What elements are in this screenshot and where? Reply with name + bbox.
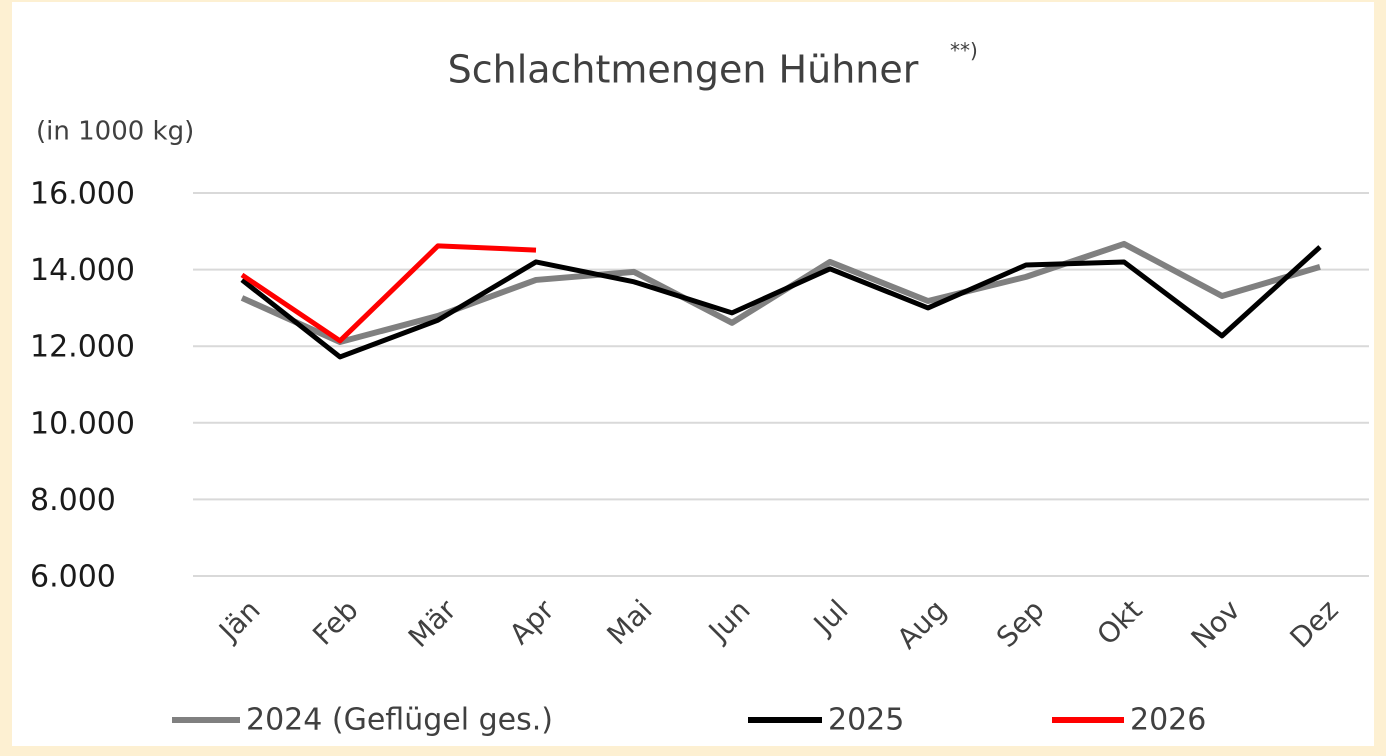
y-tick-label: 12.000 [30, 330, 135, 365]
y-tick-label: 10.000 [30, 406, 135, 441]
legend-label: 2026 [1130, 703, 1206, 738]
subtitle: (in 1000 kg) [36, 117, 194, 147]
series-line [240, 243, 537, 344]
y-tick-label: 8.000 [30, 483, 116, 518]
series-line [240, 245, 1322, 360]
chart-background [12, 2, 1374, 746]
legend-label: 2024 (Geflügel ges.) [246, 703, 553, 738]
y-tick-label: 14.000 [30, 253, 135, 288]
y-tick-label: 16.000 [30, 177, 135, 212]
chart-title: Schlachtmengen Hühner [448, 48, 919, 92]
legend-label: 2025 [828, 703, 904, 738]
title-superscript: **) [950, 39, 978, 63]
y-tick-label: 6.000 [30, 560, 116, 595]
